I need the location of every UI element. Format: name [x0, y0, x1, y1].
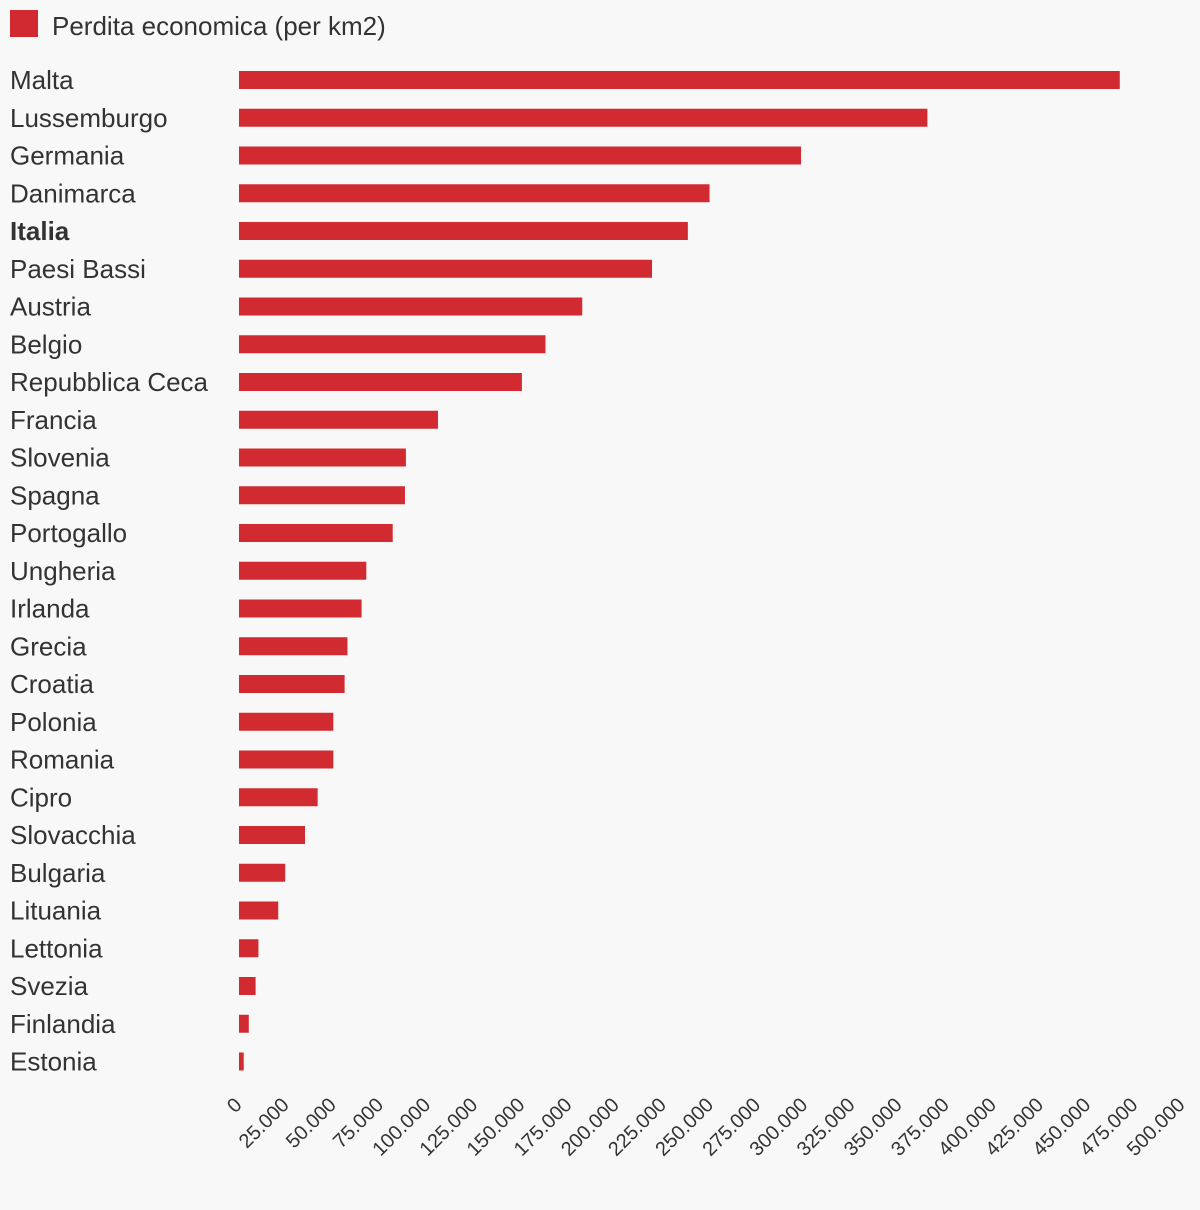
bar[interactable]: [239, 977, 256, 995]
legend: Perdita economica (per km2): [10, 10, 386, 41]
bar[interactable]: [239, 1014, 249, 1033]
bar[interactable]: [239, 1052, 244, 1071]
bar[interactable]: [239, 486, 405, 505]
legend-label: Perdita economica (per km2): [52, 11, 386, 41]
category-label: Bulgaria: [10, 858, 106, 888]
category-label: Polonia: [10, 707, 97, 737]
category-label: Lituania: [10, 896, 102, 926]
x-tick-label: 25.000: [235, 1094, 294, 1153]
bar[interactable]: [239, 750, 334, 769]
category-label: Estonia: [10, 1047, 97, 1077]
bar[interactable]: [239, 675, 345, 693]
bar[interactable]: [239, 561, 367, 580]
category-label: Finlandia: [10, 1009, 116, 1039]
category-label: Malta: [10, 65, 74, 95]
category-label: Repubblica Ceca: [10, 367, 209, 397]
category-label: Danimarca: [10, 178, 136, 208]
x-tick-label: 0: [223, 1094, 246, 1117]
bar[interactable]: [239, 146, 802, 165]
bar[interactable]: [239, 184, 710, 203]
bar[interactable]: [239, 939, 259, 958]
category-label: Cipro: [10, 782, 72, 812]
legend-swatch: [10, 10, 38, 37]
bar[interactable]: [239, 410, 438, 429]
category-label: Ungheria: [10, 556, 116, 586]
category-label: Lussemburgo: [10, 103, 168, 133]
bar[interactable]: [239, 373, 522, 391]
x-axis-ticks: 025.00050.00075.000100.000125.000150.000…: [223, 1094, 1189, 1161]
bar[interactable]: [239, 448, 406, 467]
category-label: Slovacchia: [10, 820, 136, 850]
category-label: Spagna: [10, 480, 100, 510]
category-label: Slovenia: [10, 443, 110, 473]
category-label: Irlanda: [10, 594, 90, 624]
bar[interactable]: [239, 259, 653, 278]
category-label: Portogallo: [10, 518, 127, 548]
category-label: Italia: [10, 216, 70, 246]
category-label: Francia: [10, 405, 97, 435]
category-label: Austria: [10, 292, 91, 322]
bar[interactable]: [239, 712, 334, 731]
category-label: Belgio: [10, 329, 82, 359]
category-label: Croatia: [10, 669, 94, 699]
bar[interactable]: [239, 637, 348, 656]
bar[interactable]: [239, 524, 393, 542]
bar[interactable]: [239, 826, 306, 844]
bar[interactable]: [239, 599, 362, 618]
bar[interactable]: [239, 71, 1120, 89]
category-label: Grecia: [10, 631, 87, 661]
bars: [239, 71, 1120, 1071]
bar[interactable]: [239, 108, 928, 127]
bar[interactable]: [239, 335, 546, 354]
bar[interactable]: [239, 863, 286, 882]
bar[interactable]: [239, 297, 583, 316]
bar[interactable]: [239, 222, 688, 240]
category-label: Svezia: [10, 971, 89, 1001]
x-tick-label: 50.000: [282, 1094, 341, 1153]
category-label: Germania: [10, 141, 125, 171]
bar[interactable]: [239, 901, 279, 920]
category-labels: Malta Lussemburgo Germania Danimarca Italia P…: [10, 65, 209, 1077]
category-label: Lettonia: [10, 933, 103, 963]
category-label: Romania: [10, 745, 115, 775]
category-label: Paesi Bassi: [10, 254, 146, 284]
bar[interactable]: [239, 788, 318, 807]
